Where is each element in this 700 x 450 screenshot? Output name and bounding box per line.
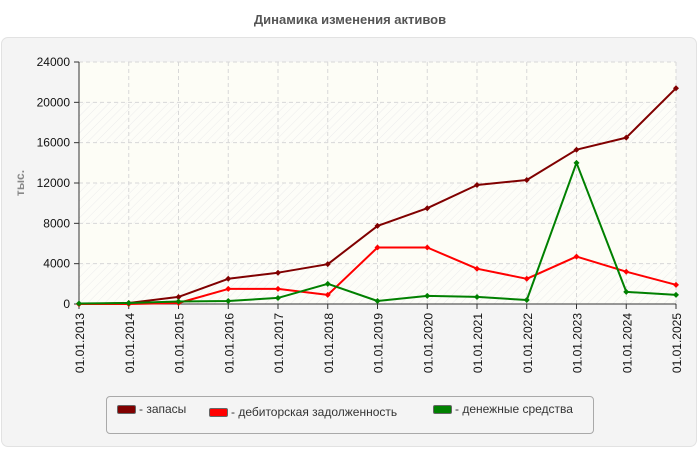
svg-text:01.01.2016: 01.01.2016 (222, 313, 236, 373)
legend-label: - запасы (139, 402, 187, 416)
svg-text:8000: 8000 (43, 216, 70, 230)
svg-text:01.01.2024: 01.01.2024 (620, 313, 634, 373)
svg-text:01.01.2022: 01.01.2022 (521, 313, 535, 373)
legend-item-denezhnye: - денежные средства (433, 402, 573, 416)
svg-text:0: 0 (63, 297, 70, 311)
svg-text:16000: 16000 (37, 136, 71, 150)
svg-text:01.01.2015: 01.01.2015 (173, 313, 187, 373)
svg-text:01.01.2020: 01.01.2020 (421, 313, 435, 373)
legend-swatch-icon (117, 404, 136, 414)
legend-item-debitorskaya: - дебиторская задолженность (209, 405, 397, 419)
svg-text:01.01.2014: 01.01.2014 (123, 313, 137, 373)
chart-legend: - запасы - дебиторская задолженность - д… (106, 396, 594, 434)
chart-title: Динамика изменения активов (253, 12, 447, 27)
svg-text:01.01.2018: 01.01.2018 (322, 313, 336, 373)
svg-text:4000: 4000 (43, 257, 70, 271)
y-axis-ticks: 0 4000 8000 12000 16000 20000 24000 (37, 55, 79, 311)
svg-text:24000: 24000 (37, 55, 71, 69)
x-axis-ticks: 01.01.2013 01.01.2014 01.01.2015 01.01.2016… (73, 304, 684, 373)
svg-text:01.01.2025: 01.01.2025 (670, 313, 684, 373)
svg-text:01.01.2021: 01.01.2021 (471, 313, 485, 373)
svg-text:20000: 20000 (37, 95, 71, 109)
legend-item-zapasy: - запасы (117, 402, 186, 416)
svg-text:01.01.2013: 01.01.2013 (73, 313, 87, 373)
legend-swatch-icon (209, 407, 228, 417)
y-axis-label: тыс. (13, 170, 27, 196)
svg-text:01.01.2019: 01.01.2019 (372, 313, 386, 373)
legend-label: - денежные средства (455, 402, 573, 416)
data-series (76, 85, 679, 307)
svg-text:01.01.2017: 01.01.2017 (272, 313, 286, 373)
svg-text:01.01.2023: 01.01.2023 (571, 313, 585, 373)
svg-text:12000: 12000 (37, 176, 71, 190)
legend-label: - дебиторская задолженность (231, 405, 398, 419)
legend-swatch-icon (433, 404, 452, 414)
